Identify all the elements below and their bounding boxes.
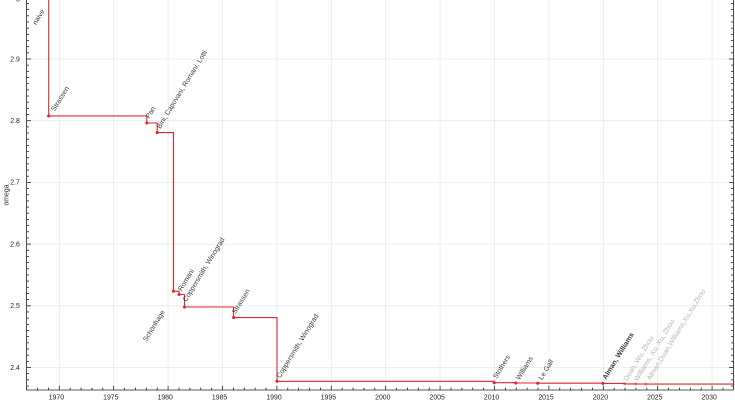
svg-text:2.4: 2.4 bbox=[10, 365, 20, 372]
svg-text:3: 3 bbox=[16, 0, 20, 3]
svg-text:1975: 1975 bbox=[103, 394, 118, 400]
svg-text:omega: omega bbox=[4, 184, 11, 205]
svg-text:2000: 2000 bbox=[375, 394, 390, 400]
svg-text:2.5: 2.5 bbox=[10, 303, 20, 310]
svg-text:2025: 2025 bbox=[647, 394, 662, 400]
svg-text:2015: 2015 bbox=[538, 394, 553, 400]
svg-text:2030: 2030 bbox=[702, 394, 717, 400]
svg-text:1970: 1970 bbox=[49, 394, 64, 400]
svg-text:2020: 2020 bbox=[593, 394, 608, 400]
svg-text:2.9: 2.9 bbox=[10, 56, 20, 63]
svg-text:2.8: 2.8 bbox=[10, 118, 20, 125]
svg-text:2005: 2005 bbox=[430, 394, 445, 400]
svg-text:1995: 1995 bbox=[321, 394, 336, 400]
svg-text:1980: 1980 bbox=[158, 394, 173, 400]
svg-text:2.6: 2.6 bbox=[10, 241, 20, 248]
svg-text:1990: 1990 bbox=[266, 394, 281, 400]
svg-text:2.7: 2.7 bbox=[10, 180, 20, 187]
svg-text:2010: 2010 bbox=[484, 394, 499, 400]
svg-text:1985: 1985 bbox=[212, 394, 227, 400]
